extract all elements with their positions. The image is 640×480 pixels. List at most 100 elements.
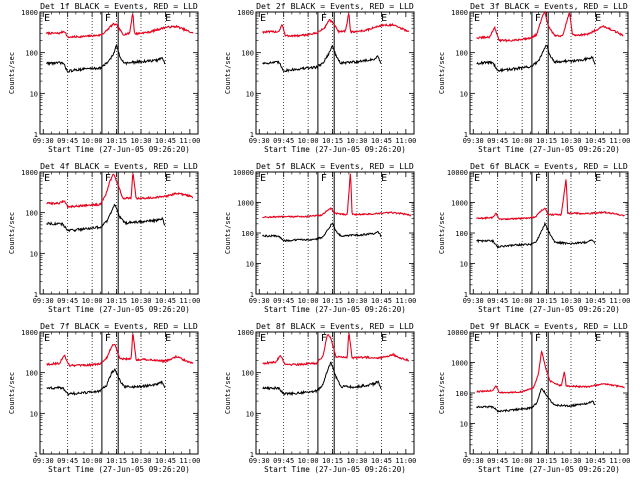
plot-frame	[39, 331, 199, 455]
y-tick-label: 10	[460, 421, 468, 429]
panel-title: Det 2f BLACK = Events, RED = LLD	[256, 1, 414, 11]
events-series-line	[262, 45, 382, 73]
x-tick-label: 10:45	[155, 137, 176, 145]
y-tick-label: 1000	[21, 9, 38, 17]
x-tick-label: 10:15	[536, 297, 557, 305]
interval-letter: E	[260, 333, 266, 344]
lld-series-line	[476, 179, 625, 221]
y-tick-label: 10	[246, 410, 254, 418]
x-tick-label: 09:45	[487, 137, 508, 145]
y-tick-label: 10	[30, 410, 38, 418]
y-axis-label: Counts/sec	[438, 212, 446, 254]
y-tick-label: 100	[241, 230, 254, 238]
x-tick-label: 10:15	[322, 297, 343, 305]
x-axis-label: Start Time (27-Jun-05 09:26:20)	[264, 465, 406, 474]
interval-letter: E	[381, 333, 387, 344]
x-tick-label: 09:30	[249, 297, 270, 305]
lld-series-line	[476, 10, 624, 43]
x-tick-label: 09:30	[463, 297, 484, 305]
x-tick-label: 10:45	[585, 297, 606, 305]
y-axis-label: Counts/sec	[8, 52, 16, 94]
x-tick-label: 10:15	[322, 457, 343, 465]
detector-panel-6f: Det 6f BLACK = Events, RED = LLD 1 10 100 10…	[438, 161, 630, 314]
y-tick-label: 1	[250, 291, 254, 299]
y-tick-label: 1000	[21, 329, 38, 337]
detector-panel-1f: Det 1f BLACK = Events, RED = LLD 1 10 100 10…	[8, 1, 200, 154]
events-series-line	[476, 44, 596, 73]
plot-frame	[469, 171, 629, 295]
events-series-line	[476, 387, 596, 413]
interval-letter: F	[321, 333, 327, 344]
x-tick-label: 09:30	[249, 137, 270, 145]
panel-title: Det 3f BLACK = Events, RED = LLD	[470, 1, 628, 11]
y-axis-label: Counts/sec	[224, 52, 232, 94]
y-axis-label: Counts/sec	[224, 212, 232, 254]
x-axis-label: Start Time (27-Jun-05 09:26:20)	[48, 305, 190, 314]
y-tick-label: 1	[464, 451, 468, 459]
panel-title: Det 4f BLACK = Events, RED = LLD	[40, 161, 198, 171]
panel-title: Det 6f BLACK = Events, RED = LLD	[470, 161, 628, 171]
panel-title: Det 1f BLACK = Events, RED = LLD	[40, 1, 198, 11]
y-tick-label: 1000	[237, 329, 254, 337]
y-tick-label: 1	[464, 131, 468, 139]
y-tick-label: 1000	[21, 169, 38, 177]
x-tick-label: 10:15	[106, 297, 127, 305]
x-tick-label: 10:15	[106, 457, 127, 465]
y-tick-label: 1	[34, 451, 38, 459]
x-tick-label: 11:00	[609, 457, 630, 465]
events-series-line	[476, 221, 596, 249]
x-tick-label: 10:00	[82, 457, 103, 465]
interval-letter: E	[165, 333, 171, 344]
x-tick-label: 09:45	[57, 137, 78, 145]
y-tick-label: 100	[25, 50, 38, 58]
panel-title: Det 7f BLACK = Events, RED = LLD	[40, 321, 198, 331]
y-axis-label: Counts/sec	[8, 212, 16, 254]
x-tick-label: 10:15	[536, 137, 557, 145]
plot-frame	[255, 11, 415, 135]
plot-frame	[469, 331, 629, 455]
x-tick-label: 09:45	[273, 137, 294, 145]
y-tick-label: 1	[464, 291, 468, 299]
lld-series-line	[262, 332, 410, 367]
x-tick-label: 10:00	[512, 457, 533, 465]
y-tick-label: 10	[460, 261, 468, 269]
y-tick-label: 10000	[447, 169, 468, 177]
x-tick-label: 10:45	[155, 297, 176, 305]
interval-letter: F	[535, 173, 541, 184]
interval-letter: F	[321, 173, 327, 184]
interval-letter: E	[165, 173, 171, 184]
x-tick-label: 10:30	[560, 457, 581, 465]
x-tick-label: 10:45	[585, 457, 606, 465]
y-tick-label: 100	[25, 370, 38, 378]
y-tick-label: 100	[455, 230, 468, 238]
plot-frame	[39, 11, 199, 135]
y-tick-label: 1000	[451, 200, 468, 208]
x-tick-label: 10:30	[130, 137, 151, 145]
x-axis-label: Start Time (27-Jun-05 09:26:20)	[478, 145, 620, 154]
x-tick-label: 11:00	[179, 457, 200, 465]
detector-panel-9f: Det 9f BLACK = Events, RED = LLD 1 10 100 10…	[438, 321, 630, 474]
interval-letter: E	[165, 13, 171, 24]
panel-title: Det 9f BLACK = Events, RED = LLD	[470, 321, 628, 331]
y-tick-label: 1	[34, 291, 38, 299]
interval-letter: E	[595, 13, 601, 24]
y-tick-label: 10	[30, 250, 38, 258]
x-tick-label: 09:30	[33, 297, 54, 305]
x-tick-label: 10:00	[82, 137, 103, 145]
x-tick-label: 11:00	[179, 137, 200, 145]
events-series-line	[46, 367, 166, 397]
x-tick-label: 10:30	[130, 297, 151, 305]
plot-frame	[255, 171, 415, 295]
x-tick-label: 10:30	[560, 297, 581, 305]
lld-series-line	[476, 350, 625, 394]
x-tick-label: 11:00	[395, 457, 416, 465]
interval-letter: F	[321, 13, 327, 24]
x-tick-label: 11:00	[609, 297, 630, 305]
plot-frame	[39, 171, 199, 295]
x-tick-label: 09:30	[463, 137, 484, 145]
interval-letter: E	[474, 13, 480, 24]
x-tick-label: 10:45	[371, 137, 392, 145]
interval-letter: E	[44, 333, 50, 344]
panel-title: Det 8f BLACK = Events, RED = LLD	[256, 321, 414, 331]
